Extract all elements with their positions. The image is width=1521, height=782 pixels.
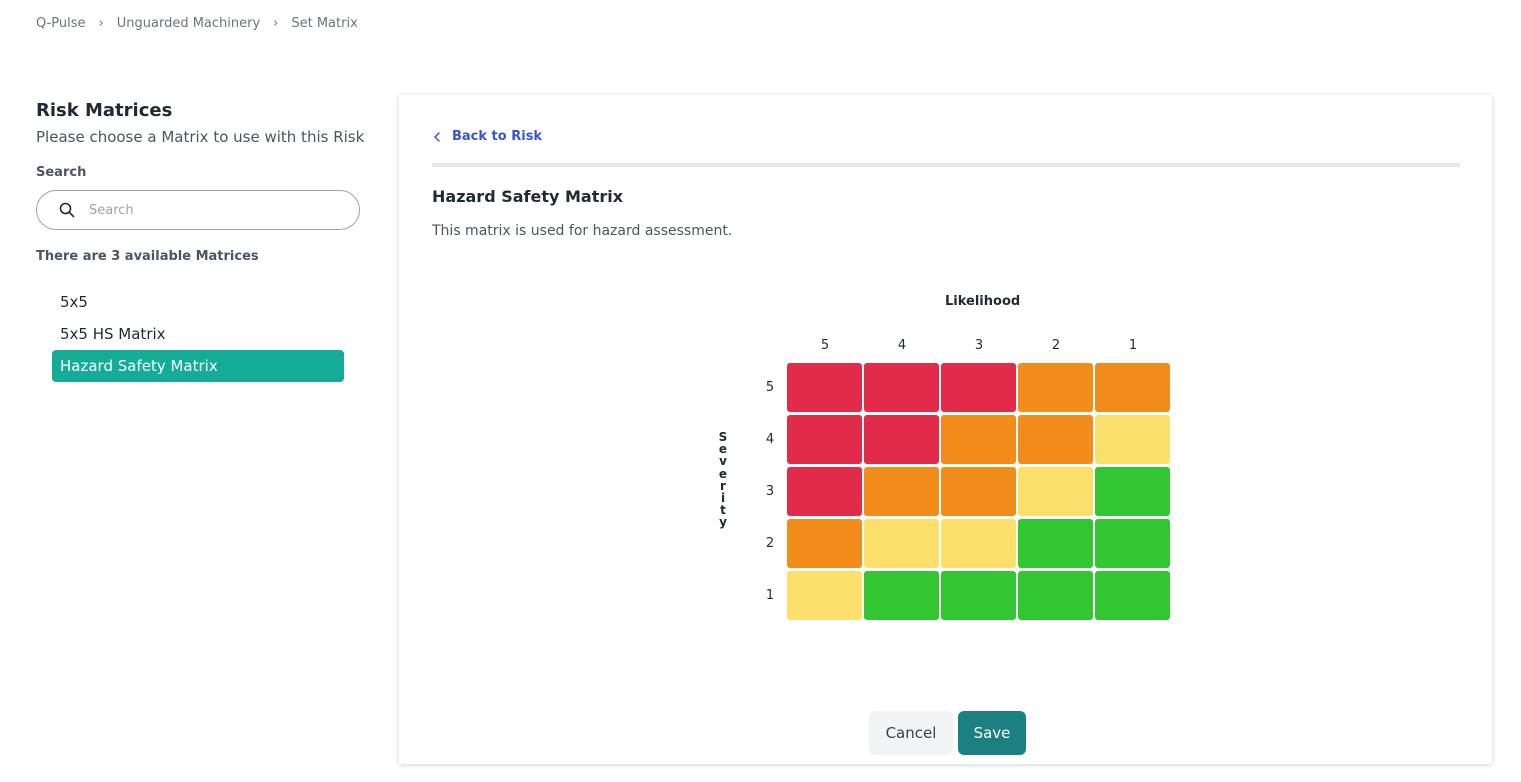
matrix-count-text: There are 3 available Matrices <box>36 249 259 264</box>
chevron-left-icon <box>434 131 440 142</box>
matrix-item-hazard-safety-matrix[interactable]: Hazard Safety Matrix <box>52 350 344 382</box>
severity-row-header: 1 <box>765 588 775 603</box>
matrix-cell-red[interactable] <box>864 415 939 464</box>
chevron-right-icon: › <box>273 16 279 31</box>
matrix-cell-red[interactable] <box>941 363 1016 412</box>
matrix-cell-yellow[interactable] <box>1095 415 1170 464</box>
search-box[interactable] <box>36 190 360 230</box>
likelihood-column-header: 1 <box>1128 338 1138 353</box>
matrix-cell-red[interactable] <box>864 363 939 412</box>
likelihood-column-header: 4 <box>897 338 907 353</box>
matrix-cell-green[interactable] <box>1018 519 1093 568</box>
likelihood-column-header: 2 <box>1051 338 1061 353</box>
matrix-cell-yellow[interactable] <box>864 519 939 568</box>
matrix-cell-yellow[interactable] <box>941 519 1016 568</box>
breadcrumb: Q-Pulse › Unguarded Machinery › Set Matr… <box>36 16 358 31</box>
cancel-button[interactable]: Cancel <box>869 711 953 755</box>
divider <box>432 163 1460 167</box>
matrix-cell-orange[interactable] <box>941 467 1016 516</box>
breadcrumb-item-unguarded-machinery[interactable]: Unguarded Machinery <box>116 16 261 31</box>
matrix-cell-orange[interactable] <box>1018 415 1093 464</box>
back-to-risk-link[interactable]: Back to Risk <box>433 129 542 144</box>
matrix-cell-red[interactable] <box>787 363 862 412</box>
matrix-picker-panel: Risk Matrices Please choose a Matrix to … <box>36 100 366 382</box>
matrix-cell-red[interactable] <box>787 467 862 516</box>
matrix-cell-orange[interactable] <box>941 415 1016 464</box>
matrix-cell-orange[interactable] <box>1095 363 1170 412</box>
severity-row-header: 5 <box>765 380 775 395</box>
likelihood-column-header: 5 <box>820 338 830 353</box>
search-icon <box>59 202 75 218</box>
matrix-cell-yellow[interactable] <box>1018 467 1093 516</box>
matrix-cell-green[interactable] <box>941 571 1016 620</box>
matrix-item-5x5[interactable]: 5x5 <box>60 293 88 311</box>
matrix-cell-orange[interactable] <box>787 519 862 568</box>
page-subtitle: Please choose a Matrix to use with this … <box>36 128 365 146</box>
chevron-right-icon: › <box>98 16 104 31</box>
matrix-cell-orange[interactable] <box>1018 363 1093 412</box>
severity-row-header: 4 <box>765 432 775 447</box>
matrix-item-5x5-hs-matrix[interactable]: 5x5 HS Matrix <box>60 325 166 343</box>
breadcrumb-item-set-matrix: Set Matrix <box>291 16 358 31</box>
save-button[interactable]: Save <box>958 711 1026 755</box>
matrix-list: 5x5 5x5 HS Matrix Hazard Safety Matrix <box>52 286 344 382</box>
severity-row-header: 2 <box>765 536 775 551</box>
page-title: Risk Matrices <box>36 100 173 121</box>
likelihood-axis-label: Likelihood <box>945 294 1021 309</box>
matrix-title: Hazard Safety Matrix <box>432 187 624 206</box>
likelihood-column-header: 3 <box>974 338 984 353</box>
search-input[interactable] <box>89 202 329 218</box>
breadcrumb-item-q-pulse[interactable]: Q-Pulse <box>36 16 86 31</box>
matrix-cell-green[interactable] <box>1095 571 1170 620</box>
matrix-cell-orange[interactable] <box>864 467 939 516</box>
matrix-description: This matrix is used for hazard assessmen… <box>432 223 733 239</box>
matrix-cell-red[interactable] <box>787 415 862 464</box>
search-label: Search <box>36 165 87 180</box>
matrix-detail-card: Back to Risk Hazard Safety Matrix This m… <box>399 95 1492 764</box>
severity-row-header: 3 <box>765 484 775 499</box>
matrix-cell-green[interactable] <box>864 571 939 620</box>
matrix-cell-green[interactable] <box>1095 519 1170 568</box>
back-to-risk-label: Back to Risk <box>452 129 543 144</box>
matrix-cell-yellow[interactable] <box>787 571 862 620</box>
matrix-cell-green[interactable] <box>1095 467 1170 516</box>
matrix-cell-green[interactable] <box>1018 571 1093 620</box>
